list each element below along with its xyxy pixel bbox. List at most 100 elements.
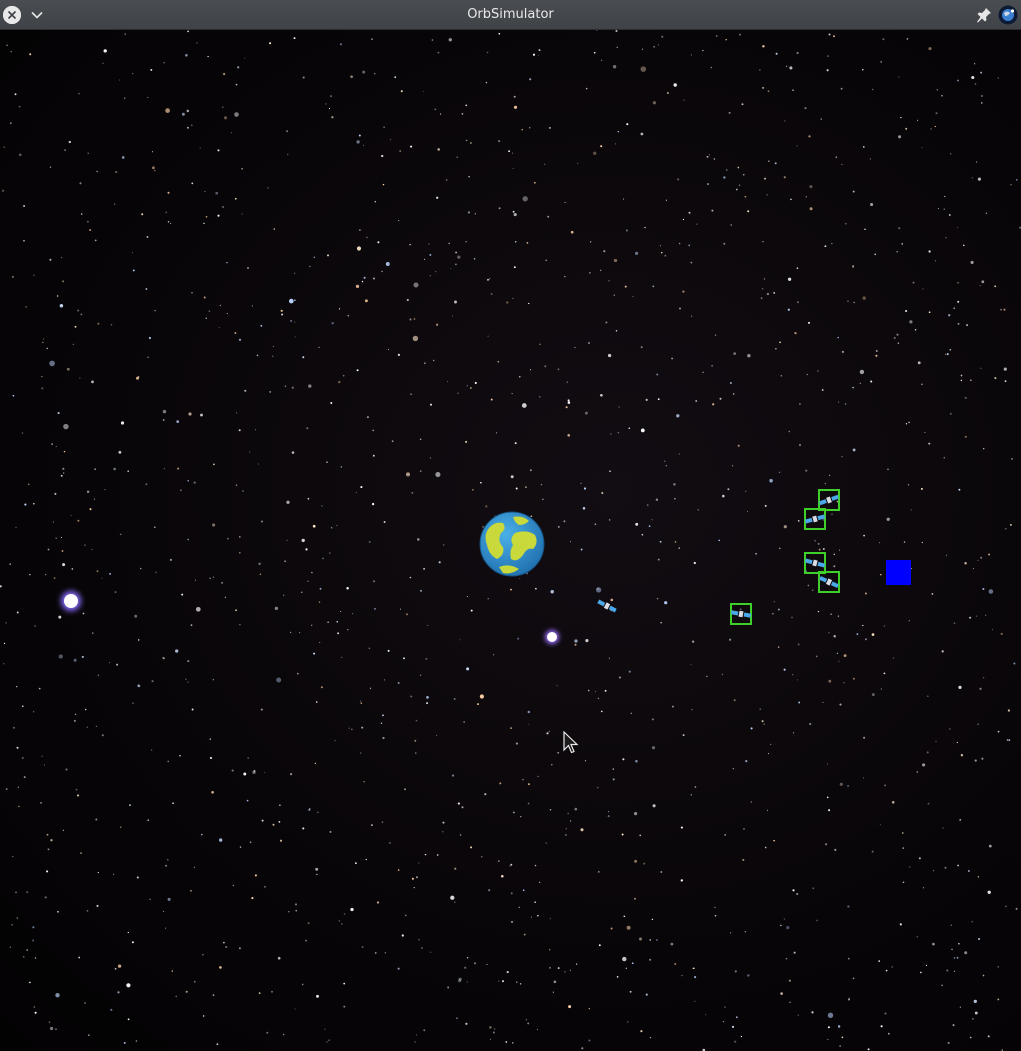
star <box>964 435 967 438</box>
star <box>414 1041 416 1043</box>
star <box>692 967 694 969</box>
star <box>485 81 488 84</box>
chevron-down-icon[interactable] <box>28 6 46 24</box>
star <box>545 842 548 844</box>
star <box>522 779 524 781</box>
star <box>400 90 403 93</box>
star <box>466 385 468 387</box>
star <box>218 327 220 329</box>
window-titlebar[interactable]: OrbSimulator <box>0 0 1021 30</box>
star <box>76 794 80 797</box>
star <box>932 869 935 872</box>
satellite[interactable] <box>730 608 752 619</box>
star <box>694 1000 696 1002</box>
star <box>812 887 815 890</box>
star <box>530 369 532 371</box>
star <box>453 698 456 700</box>
star <box>91 548 93 551</box>
pin-icon[interactable] <box>975 6 993 24</box>
star <box>510 475 514 479</box>
star <box>399 150 402 152</box>
star <box>634 812 638 816</box>
star <box>634 897 636 900</box>
satellite[interactable] <box>804 513 826 526</box>
star <box>42 341 44 344</box>
star <box>833 35 835 38</box>
target-box[interactable] <box>804 508 826 530</box>
star <box>442 831 444 833</box>
star <box>852 266 854 268</box>
star <box>626 925 631 930</box>
star <box>626 123 629 126</box>
star <box>621 833 624 836</box>
star <box>587 689 590 692</box>
star <box>817 610 820 613</box>
blue-square[interactable] <box>886 560 911 585</box>
star <box>898 135 902 139</box>
star <box>676 414 680 418</box>
star <box>87 220 89 223</box>
star <box>697 508 700 511</box>
star <box>528 302 530 305</box>
star <box>950 924 953 926</box>
star <box>154 310 156 312</box>
star <box>724 833 727 836</box>
star <box>110 1008 113 1011</box>
star <box>227 537 229 540</box>
target-box[interactable] <box>804 552 826 574</box>
star <box>539 396 541 398</box>
satellite[interactable] <box>818 574 840 590</box>
star <box>788 979 791 982</box>
star <box>528 723 530 725</box>
star <box>574 346 576 349</box>
star <box>519 983 522 985</box>
star <box>515 742 518 745</box>
star <box>817 370 819 372</box>
star <box>783 668 786 671</box>
star <box>540 483 543 486</box>
star <box>223 116 228 120</box>
star <box>294 336 296 338</box>
star <box>941 984 943 987</box>
star <box>321 505 323 507</box>
star <box>774 162 777 165</box>
star <box>216 1043 219 1046</box>
star <box>655 498 659 501</box>
target-box[interactable] <box>818 489 840 511</box>
star <box>391 440 394 443</box>
star <box>766 194 768 196</box>
star <box>864 228 866 230</box>
star <box>818 548 821 551</box>
star <box>151 749 153 751</box>
earth[interactable] <box>479 511 545 577</box>
star <box>964 561 967 565</box>
star <box>468 176 470 178</box>
star <box>608 519 611 521</box>
satellite[interactable] <box>804 557 826 570</box>
simulation-canvas[interactable] <box>0 30 1021 1051</box>
satellite[interactable] <box>596 598 617 614</box>
star <box>465 241 467 243</box>
star <box>610 433 612 435</box>
star <box>104 489 106 491</box>
star <box>713 158 716 160</box>
close-icon[interactable] <box>3 6 21 24</box>
star <box>953 957 956 959</box>
star <box>871 693 875 697</box>
star <box>361 946 364 948</box>
star <box>905 309 908 313</box>
star <box>976 161 978 163</box>
star <box>821 389 824 391</box>
star <box>86 909 89 912</box>
star <box>574 807 578 811</box>
star <box>657 558 660 561</box>
star <box>435 472 441 478</box>
star <box>852 677 855 680</box>
star <box>177 467 180 470</box>
star <box>920 487 923 490</box>
satellite[interactable] <box>818 493 840 507</box>
target-box[interactable] <box>818 571 840 593</box>
star <box>761 720 764 723</box>
star <box>549 966 551 969</box>
star <box>841 163 843 166</box>
